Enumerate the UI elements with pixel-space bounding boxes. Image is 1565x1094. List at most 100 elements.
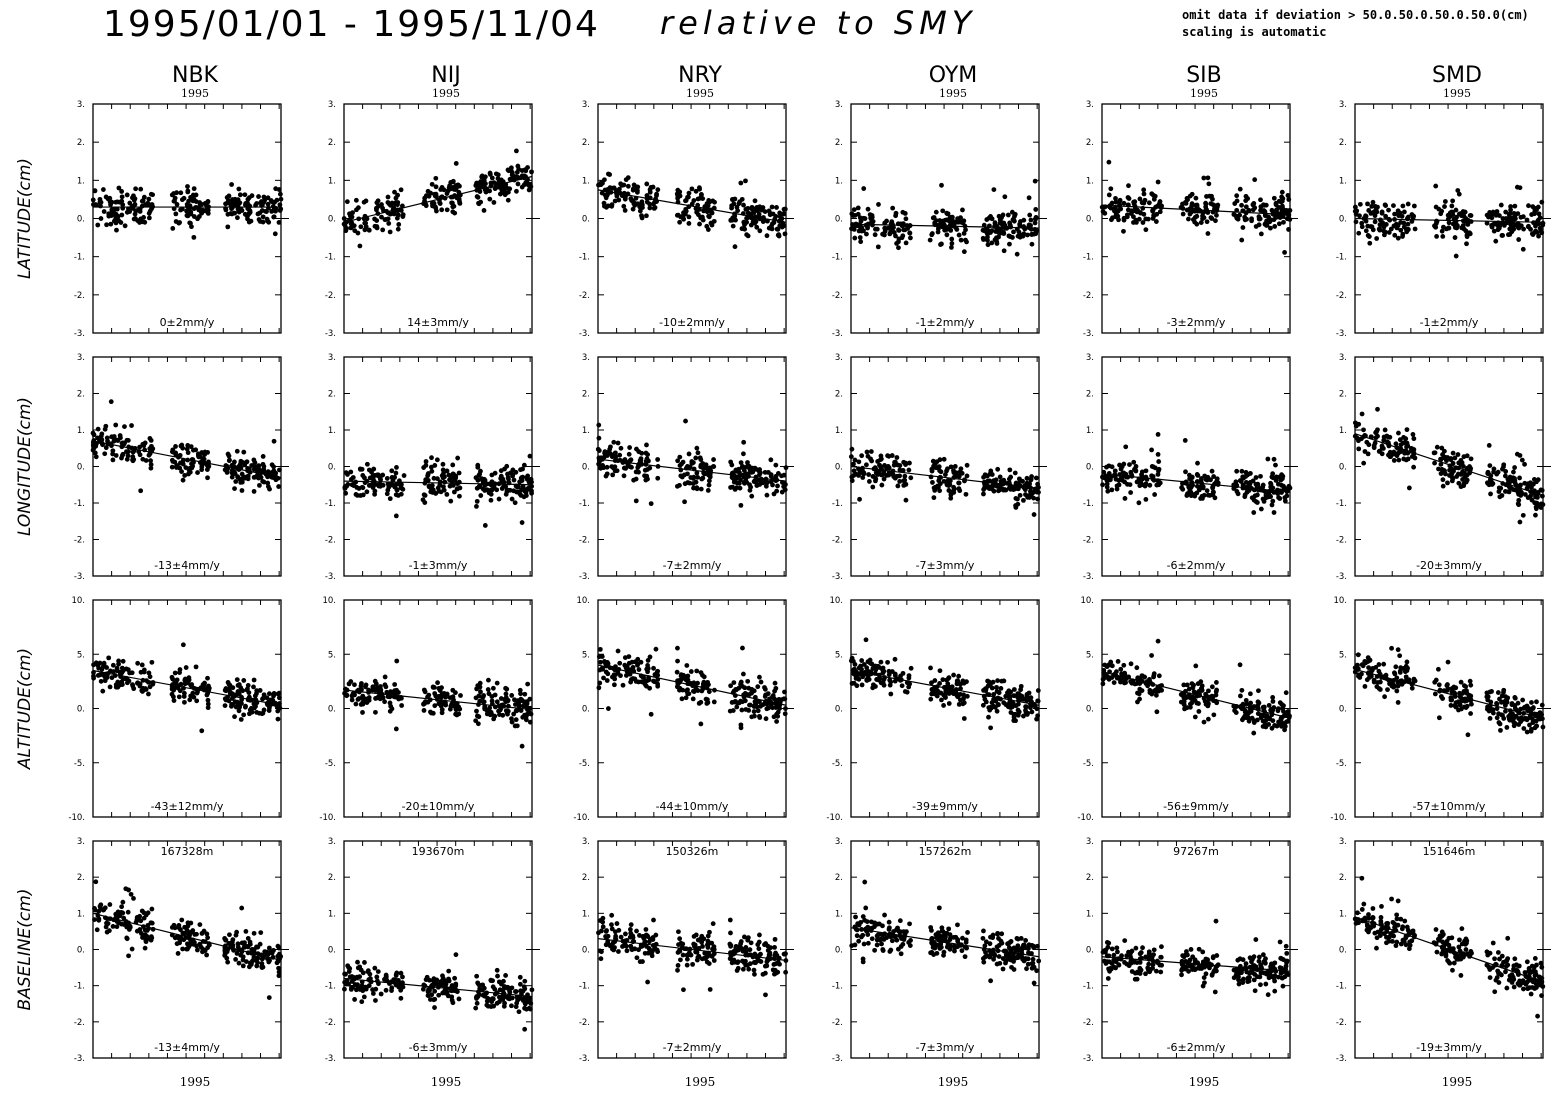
data-point bbox=[360, 473, 366, 478]
data-point bbox=[1507, 232, 1513, 237]
y-tick-label: -2. bbox=[832, 291, 843, 301]
y-tick-label: 0. bbox=[582, 215, 590, 225]
data-point bbox=[1190, 482, 1196, 488]
data-point bbox=[1252, 177, 1258, 183]
data-point bbox=[931, 485, 937, 491]
data-point bbox=[433, 175, 439, 181]
data-point bbox=[956, 480, 962, 486]
data-point bbox=[685, 687, 690, 693]
data-point bbox=[394, 215, 400, 221]
data-point bbox=[172, 459, 178, 465]
data-point bbox=[653, 646, 659, 652]
data-point bbox=[1108, 186, 1114, 192]
data-point bbox=[705, 466, 710, 472]
data-point bbox=[523, 717, 529, 723]
data-point bbox=[364, 700, 370, 706]
data-point bbox=[964, 462, 970, 468]
data-point bbox=[439, 707, 445, 712]
data-point bbox=[146, 215, 152, 221]
data-point bbox=[527, 453, 533, 459]
data-point bbox=[1132, 467, 1137, 472]
data-point bbox=[238, 458, 244, 464]
data-point bbox=[178, 190, 184, 196]
data-point bbox=[205, 701, 211, 707]
data-point bbox=[235, 474, 241, 480]
data-point bbox=[195, 470, 200, 475]
data-point bbox=[225, 451, 231, 457]
data-point bbox=[444, 207, 450, 213]
data-point bbox=[1269, 474, 1275, 480]
data-point bbox=[509, 719, 515, 725]
date-range-title: 1995/01/01 - 1995/11/04 bbox=[103, 4, 600, 45]
data-point bbox=[387, 496, 393, 502]
data-point bbox=[782, 689, 787, 695]
data-point bbox=[1501, 462, 1507, 468]
data-point bbox=[441, 187, 447, 193]
data-point bbox=[363, 214, 368, 220]
data-point bbox=[1445, 212, 1451, 218]
data-point bbox=[1393, 221, 1399, 227]
data-point bbox=[378, 689, 383, 695]
data-point bbox=[693, 455, 699, 461]
data-point bbox=[1507, 474, 1513, 480]
data-point bbox=[526, 187, 532, 193]
data-point bbox=[890, 205, 896, 211]
data-point bbox=[133, 186, 139, 192]
data-point bbox=[1500, 233, 1506, 238]
data-point bbox=[907, 223, 913, 228]
data-point bbox=[494, 181, 500, 187]
data-point bbox=[170, 676, 175, 682]
data-point bbox=[1488, 491, 1493, 497]
data-point bbox=[738, 680, 744, 685]
data-point bbox=[1143, 468, 1149, 474]
data-point bbox=[1486, 471, 1491, 477]
data-point bbox=[1467, 467, 1473, 473]
y-tick-label: 2. bbox=[835, 138, 843, 148]
data-point bbox=[873, 476, 879, 482]
data-point bbox=[600, 180, 605, 186]
data-point bbox=[998, 227, 1003, 233]
data-point bbox=[1157, 209, 1163, 215]
data-point bbox=[225, 224, 231, 230]
data-point bbox=[1354, 435, 1360, 441]
data-point bbox=[1155, 451, 1161, 457]
data-point bbox=[226, 458, 232, 464]
data-point bbox=[1286, 197, 1292, 202]
data-point bbox=[1391, 458, 1397, 463]
data-point bbox=[633, 498, 639, 504]
y-tick-label: 2. bbox=[582, 138, 590, 148]
data-point bbox=[487, 481, 493, 487]
data-point bbox=[944, 232, 950, 238]
data-point bbox=[1452, 235, 1458, 240]
data-point bbox=[106, 213, 112, 219]
data-point bbox=[854, 683, 860, 689]
data-point bbox=[358, 702, 364, 707]
station-name-smd: SMD bbox=[1432, 63, 1482, 88]
data-point bbox=[514, 148, 519, 154]
data-point bbox=[233, 479, 239, 484]
data-point bbox=[364, 461, 370, 467]
data-point bbox=[684, 663, 690, 668]
data-point bbox=[604, 659, 610, 665]
station-name-nbk: NBK bbox=[172, 63, 219, 88]
data-point bbox=[622, 195, 628, 201]
data-point bbox=[1243, 479, 1249, 485]
scaling-note: scaling is automatic bbox=[1182, 25, 1327, 39]
data-point bbox=[429, 483, 435, 488]
data-point bbox=[1517, 519, 1523, 525]
data-point bbox=[1180, 211, 1186, 217]
y-tick-label: -2. bbox=[579, 536, 590, 546]
data-point bbox=[1279, 189, 1285, 195]
data-point bbox=[393, 470, 399, 476]
data-point bbox=[694, 470, 700, 476]
data-point bbox=[1006, 233, 1012, 239]
data-point bbox=[1251, 201, 1257, 206]
data-point bbox=[675, 658, 680, 664]
data-point bbox=[1025, 484, 1031, 490]
data-point bbox=[1454, 225, 1460, 231]
data-point bbox=[738, 502, 744, 508]
data-point bbox=[1487, 463, 1493, 468]
data-point bbox=[111, 207, 117, 212]
data-point bbox=[1203, 477, 1209, 482]
data-point bbox=[256, 217, 262, 222]
